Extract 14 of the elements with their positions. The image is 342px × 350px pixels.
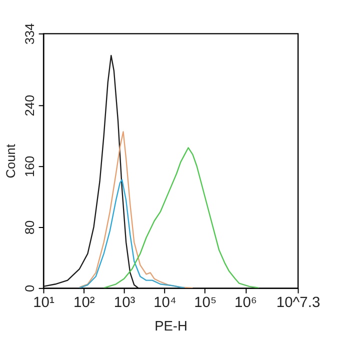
y-tick-label: 0	[22, 284, 37, 292]
x-tick-label: 10¹	[33, 295, 54, 312]
y-tick-label: 334	[22, 23, 37, 45]
x-tick-label: 10^7.3	[276, 295, 320, 312]
x-tick-label: 10⁵	[194, 295, 217, 312]
x-tick-label: 10⁶	[234, 295, 257, 312]
y-tick-label: 80	[22, 220, 37, 235]
x-tick-label: 10⁴	[154, 295, 176, 312]
y-tick-label: 240	[22, 94, 37, 116]
y-tick-label: 160	[22, 156, 37, 178]
x-axis-title: PE-H	[154, 318, 188, 334]
x-tick-label: 10³	[114, 295, 136, 312]
y-axis-title: Count	[3, 144, 18, 178]
x-tick-label: 10²	[73, 295, 95, 312]
